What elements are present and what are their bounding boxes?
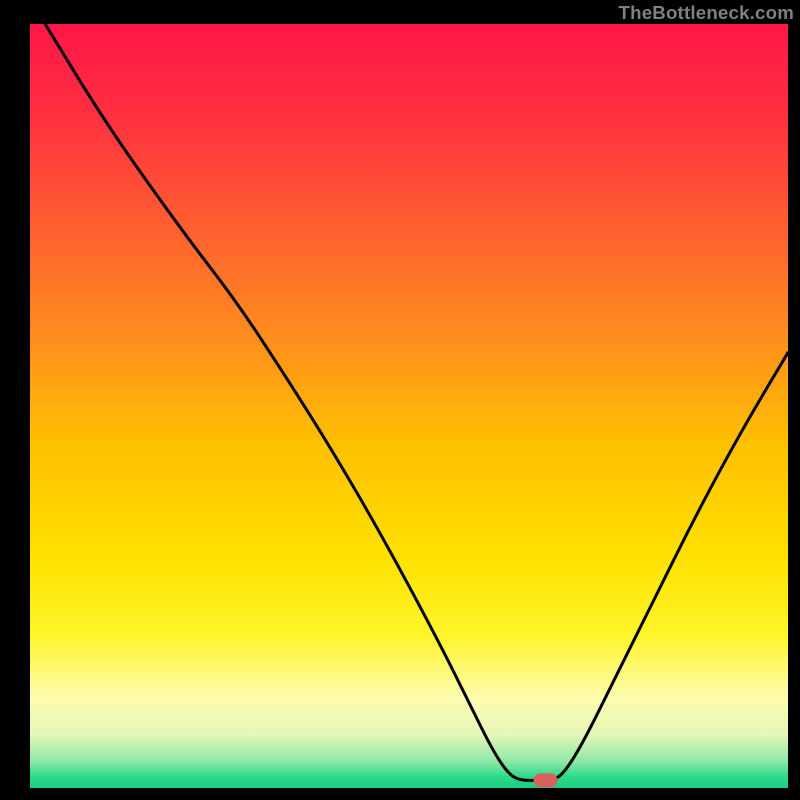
plot-area (30, 24, 788, 788)
plot-background (30, 24, 788, 788)
chart-svg (30, 24, 788, 788)
optimal-point-marker (533, 773, 557, 787)
watermark-text: TheBottleneck.com (619, 2, 795, 24)
chart-frame: TheBottleneck.com (0, 0, 800, 800)
